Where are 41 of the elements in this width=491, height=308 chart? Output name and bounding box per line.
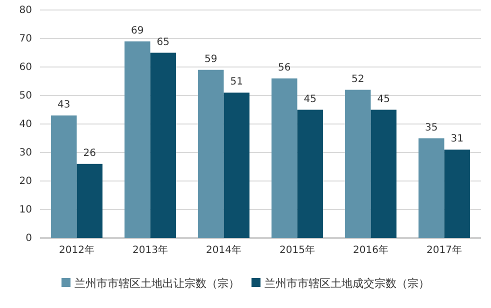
data-label: 51 — [230, 76, 243, 88]
bar — [418, 138, 444, 238]
legend-label: 兰州市市辖区土地成交宗数（宗） — [264, 277, 430, 290]
data-label: 52 — [352, 74, 364, 85]
data-label: 45 — [377, 94, 390, 105]
y-tick-label: 80 — [19, 5, 32, 16]
y-tick-label: 60 — [19, 62, 32, 74]
data-label: 26 — [83, 148, 96, 159]
x-tick-label: 2013年 — [132, 244, 168, 256]
bar — [150, 52, 176, 238]
x-tick-label: 2015年 — [280, 244, 315, 256]
bar — [76, 164, 102, 238]
y-tick-label: 40 — [19, 119, 32, 130]
y-tick-label: 50 — [19, 90, 32, 102]
data-label: 69 — [131, 25, 144, 36]
bar — [224, 92, 250, 238]
data-label: 43 — [58, 99, 70, 110]
y-tick-label: 0 — [26, 233, 32, 244]
data-label: 35 — [425, 122, 438, 134]
y-tick-label: 30 — [19, 148, 32, 159]
bar — [198, 70, 224, 238]
y-tick-label: 10 — [19, 204, 32, 216]
data-label: 31 — [450, 134, 464, 145]
bar — [444, 150, 470, 238]
bar — [51, 115, 77, 238]
bar — [345, 90, 371, 238]
bar — [272, 78, 298, 238]
data-label: 56 — [278, 62, 291, 74]
data-label: 45 — [304, 94, 316, 105]
data-label: 59 — [204, 54, 218, 65]
x-tick-label: 2014年 — [206, 244, 242, 256]
x-tick-label: 2012年 — [59, 244, 94, 256]
legend-label: 兰州市市辖区土地出让宗数（宗） — [74, 277, 240, 290]
bar — [370, 110, 396, 238]
y-tick-label: 70 — [19, 34, 32, 45]
y-tick-label: 20 — [19, 176, 32, 188]
bar — [297, 110, 323, 238]
x-tick-label: 2016年 — [353, 244, 388, 256]
bar — [124, 41, 150, 238]
data-label: 65 — [156, 36, 170, 48]
x-tick-label: 2017年 — [426, 244, 462, 256]
